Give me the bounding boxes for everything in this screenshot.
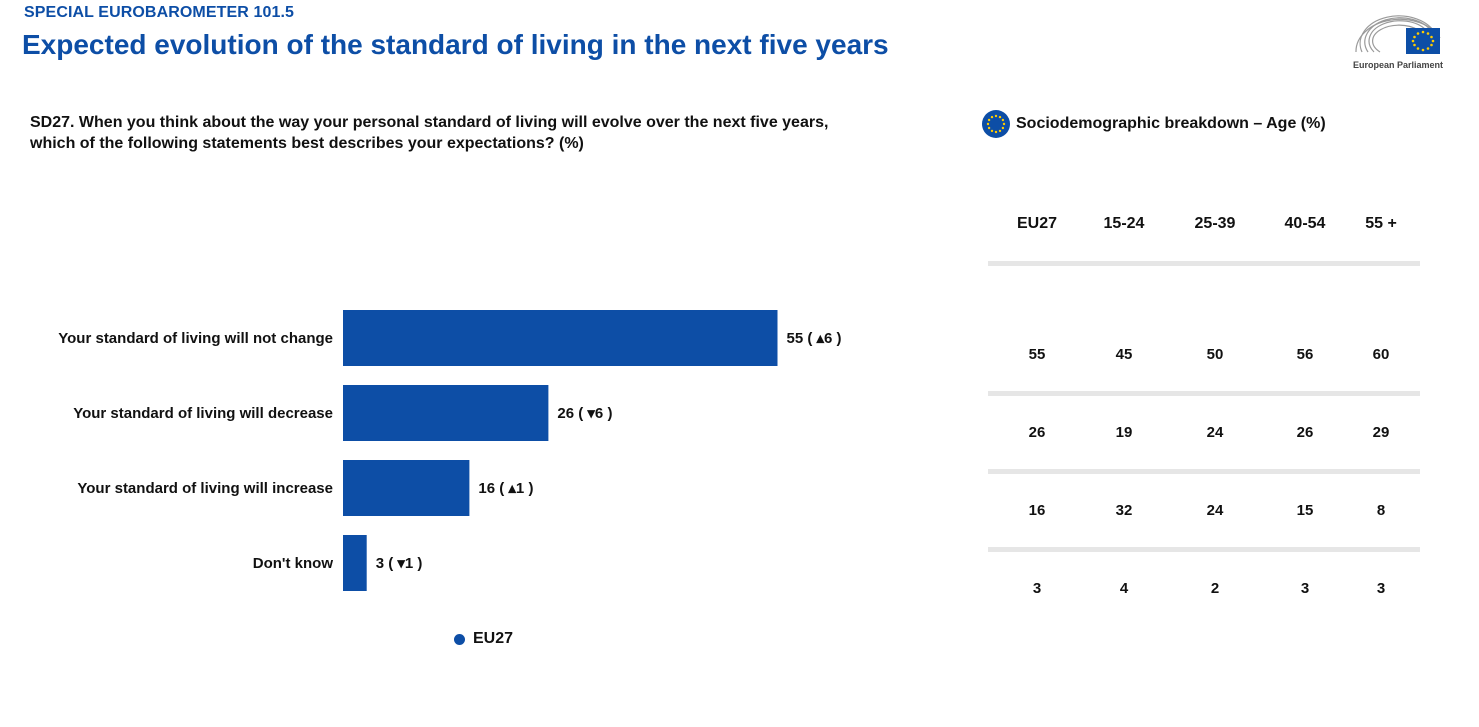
european-parliament-logo: European Parliament <box>1348 8 1448 72</box>
table-cell: 56 <box>1296 346 1314 363</box>
table-cell: 32 <box>1115 502 1133 519</box>
column-header: 15-24 <box>1103 215 1145 232</box>
table-cell: 3 <box>1300 580 1310 597</box>
legend-label: EU27 <box>473 630 514 647</box>
table-cell: 16 <box>1028 502 1046 519</box>
table-cell: 60 <box>1372 346 1390 363</box>
breakdown-title: Sociodemographic breakdown – Age (%) <box>1016 115 1326 132</box>
table-cell: 55 <box>1028 346 1046 363</box>
table-cell: 8 <box>1376 502 1386 519</box>
column-header: 25-39 <box>1194 215 1236 232</box>
table-cell: 15 <box>1296 502 1314 519</box>
bar <box>343 460 470 516</box>
bar <box>343 310 778 366</box>
page-title: Expected evolution of the standard of li… <box>22 29 889 60</box>
data-label: 55 ( ▴6 ) <box>787 330 842 347</box>
category-label: Your standard of living will increase <box>77 480 333 497</box>
bar <box>343 535 367 591</box>
survey-label: SPECIAL EUROBAROMETER 101.5 <box>24 4 295 21</box>
breakdown-header: Sociodemographic breakdown – Age (%) <box>982 108 1326 140</box>
divider <box>988 547 1420 552</box>
logo-text: European Parliament <box>1352 60 1444 70</box>
table-cell: 19 <box>1115 424 1133 441</box>
table-cell: 3 <box>1032 580 1042 597</box>
data-label: 3 ( ▾1 ) <box>376 555 423 572</box>
table-header-row: EU27 15-24 25-39 40-54 55 + <box>988 200 1420 248</box>
table-cell: 2 <box>1210 580 1220 597</box>
eu-stars-icon <box>982 110 1010 138</box>
data-label: 16 ( ▴1 ) <box>478 480 533 497</box>
chart-legend: EU27 <box>454 630 513 648</box>
category-label: Your standard of living will decrease <box>73 405 333 422</box>
table-row: 3 4 2 3 3 <box>988 552 1420 625</box>
bar-chart: Your standard of living will not change 5… <box>58 310 842 591</box>
table-row: 55 45 50 56 60 <box>988 318 1420 391</box>
category-label: Your standard of living will not change <box>58 330 333 347</box>
table-cell: 24 <box>1206 502 1224 519</box>
divider <box>988 261 1420 266</box>
table-cell: 24 <box>1206 424 1224 441</box>
divider <box>988 391 1420 396</box>
table-row: 16 32 24 15 8 <box>988 474 1420 547</box>
table-cell: 26 <box>1296 424 1314 441</box>
table-cell: 3 <box>1376 580 1386 597</box>
table-cell: 4 <box>1119 580 1129 597</box>
table-cell: 29 <box>1372 424 1390 441</box>
legend-swatch <box>454 633 465 645</box>
table-cell: 45 <box>1115 346 1133 363</box>
survey-question: SD27. When you think about the way your … <box>30 114 829 152</box>
column-header: 40-54 <box>1284 215 1326 232</box>
data-label: 26 ( ▾6 ) <box>557 405 612 422</box>
divider <box>988 469 1420 474</box>
age-breakdown-table: EU27 15-24 25-39 40-54 55 + 55 45 50 56 … <box>988 200 1420 625</box>
table-cell: 26 <box>1028 424 1046 441</box>
category-label: Don't know <box>253 555 334 572</box>
bar <box>343 385 549 441</box>
column-header: 55 + <box>1365 215 1397 232</box>
table-row: 26 19 24 26 29 <box>988 396 1420 469</box>
column-header: EU27 <box>1016 215 1058 232</box>
eu-flag-icon <box>1355 15 1441 54</box>
table-cell: 50 <box>1206 346 1224 363</box>
